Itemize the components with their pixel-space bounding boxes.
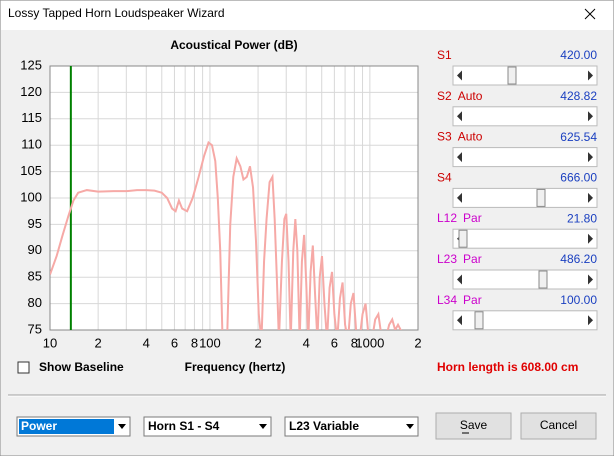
slider-right-arrow[interactable]: [588, 315, 593, 326]
y-tick-label: 105: [20, 163, 42, 178]
title-bar: [1, 1, 613, 30]
slider-right-arrow[interactable]: [588, 152, 593, 163]
slider-label: L23 Par: [437, 252, 482, 266]
slider-track[interactable]: [452, 187, 598, 208]
slider-right-arrow[interactable]: [588, 111, 593, 122]
slider-name: S4: [437, 171, 452, 185]
slider-mode: Par: [463, 293, 482, 307]
y-tick-label: 120: [20, 84, 42, 99]
slider-label: S1: [437, 48, 452, 62]
slider-label: L34 Par: [437, 293, 482, 307]
plot-border: [49, 65, 419, 331]
x-tick-label: 1000: [355, 335, 384, 350]
slider-mode: Auto: [458, 130, 483, 144]
slider-left-arrow[interactable]: [457, 152, 462, 163]
slider-left-arrow[interactable]: [457, 192, 462, 203]
slider-name: S2: [437, 89, 452, 103]
slider-mode: Auto: [458, 89, 483, 103]
x-tick-label: 8: [351, 335, 358, 350]
slider-thumb[interactable]: [507, 66, 517, 85]
slider-value: 625.54: [560, 130, 597, 144]
x-tick-label: 4: [303, 335, 310, 350]
data-line: [50, 140, 402, 330]
y-tick-label: 125: [20, 57, 42, 72]
dropdown-arrow: [118, 424, 126, 429]
slider-track[interactable]: [452, 269, 598, 290]
slider-label: L12 Par: [437, 211, 482, 225]
button-label[interactable]: Cancel: [540, 418, 577, 432]
slider-name: L34: [437, 293, 457, 307]
x-tick-label: 6: [171, 335, 178, 350]
checkbox[interactable]: [17, 361, 30, 374]
dropdown-text[interactable]: Power: [21, 419, 57, 433]
dropdown-arrow: [406, 424, 414, 429]
slider-name: L23: [437, 252, 457, 266]
chart-title: Acoustical Power (dB): [170, 38, 297, 52]
x-tick-label: 2: [95, 335, 102, 350]
plot-clip: [50, 66, 402, 330]
slider-track[interactable]: [452, 106, 598, 127]
x-tick-label: 8: [191, 335, 198, 350]
x-tick-label: 4: [143, 335, 150, 350]
slider-label: S2 Auto: [437, 89, 483, 103]
dropdown-selection: [19, 419, 114, 434]
window-title: Lossy Tapped Horn Loudspeaker Wizard: [8, 6, 225, 20]
slider-thumb[interactable]: [538, 270, 548, 289]
x-tick-label: 100: [199, 335, 221, 350]
slider-name: S1: [437, 48, 452, 62]
x-tick-label: 2: [414, 335, 421, 350]
slider-thumb[interactable]: [474, 311, 484, 330]
slider-track[interactable]: [452, 310, 598, 331]
slider-value: 428.82: [560, 89, 597, 103]
y-tick-label: 100: [20, 189, 42, 204]
slider-mode: Par: [463, 252, 482, 266]
y-tick-label: 110: [21, 137, 42, 152]
slider-name: S3: [437, 130, 452, 144]
dropdown-text[interactable]: Horn S1 - S4: [148, 419, 220, 433]
slider-value: 420.00: [560, 48, 597, 62]
slider-track[interactable]: [452, 228, 598, 249]
y-tick-label: 75: [28, 321, 42, 336]
slider-thumb[interactable]: [458, 229, 468, 248]
slider-right-arrow[interactable]: [588, 274, 593, 285]
y-tick-label: 90: [28, 242, 42, 257]
slider-value: 486.20: [560, 252, 597, 266]
status-text: Horn length is 608.00 cm: [437, 360, 578, 374]
dropdown-arrow: [259, 424, 267, 429]
slider-label: S3 Auto: [437, 130, 483, 144]
y-tick-label: 115: [21, 110, 42, 125]
slider-left-arrow[interactable]: [457, 70, 462, 81]
slider-track[interactable]: [452, 65, 598, 86]
slider-left-arrow[interactable]: [457, 315, 462, 326]
slider-left-arrow[interactable]: [457, 111, 462, 122]
slider-right-arrow[interactable]: [588, 192, 593, 203]
x-tick-label: 6: [331, 335, 338, 350]
x-tick-label: 2: [254, 335, 261, 350]
slider-name: L12: [437, 211, 457, 225]
x-axis-label: Frequency (hertz): [185, 360, 286, 374]
slider-mode: Par: [463, 211, 482, 225]
slider-value: 666.00: [560, 171, 597, 185]
y-tick-label: 80: [28, 295, 42, 310]
slider-value: 21.80: [567, 211, 597, 225]
slider-thumb[interactable]: [536, 188, 546, 207]
slider-value: 100.00: [560, 293, 597, 307]
dropdown[interactable]: [284, 416, 419, 437]
button-label[interactable]: Save: [460, 418, 488, 432]
y-tick-label: 95: [28, 216, 42, 231]
slider-left-arrow[interactable]: [457, 274, 462, 285]
dropdown[interactable]: [143, 416, 272, 437]
slider-label: S4: [437, 171, 452, 185]
checkbox-label[interactable]: Show Baseline: [39, 360, 124, 374]
close-button[interactable]: [584, 8, 596, 20]
y-tick-label: 85: [28, 269, 42, 284]
slider-right-arrow[interactable]: [588, 233, 593, 244]
button[interactable]: [435, 412, 512, 440]
slider-right-arrow[interactable]: [588, 70, 593, 81]
x-tick-label: 10: [43, 335, 57, 350]
button[interactable]: [520, 412, 597, 440]
slider-track[interactable]: [452, 147, 598, 168]
dropdown-text[interactable]: L23 Variable: [289, 419, 359, 433]
